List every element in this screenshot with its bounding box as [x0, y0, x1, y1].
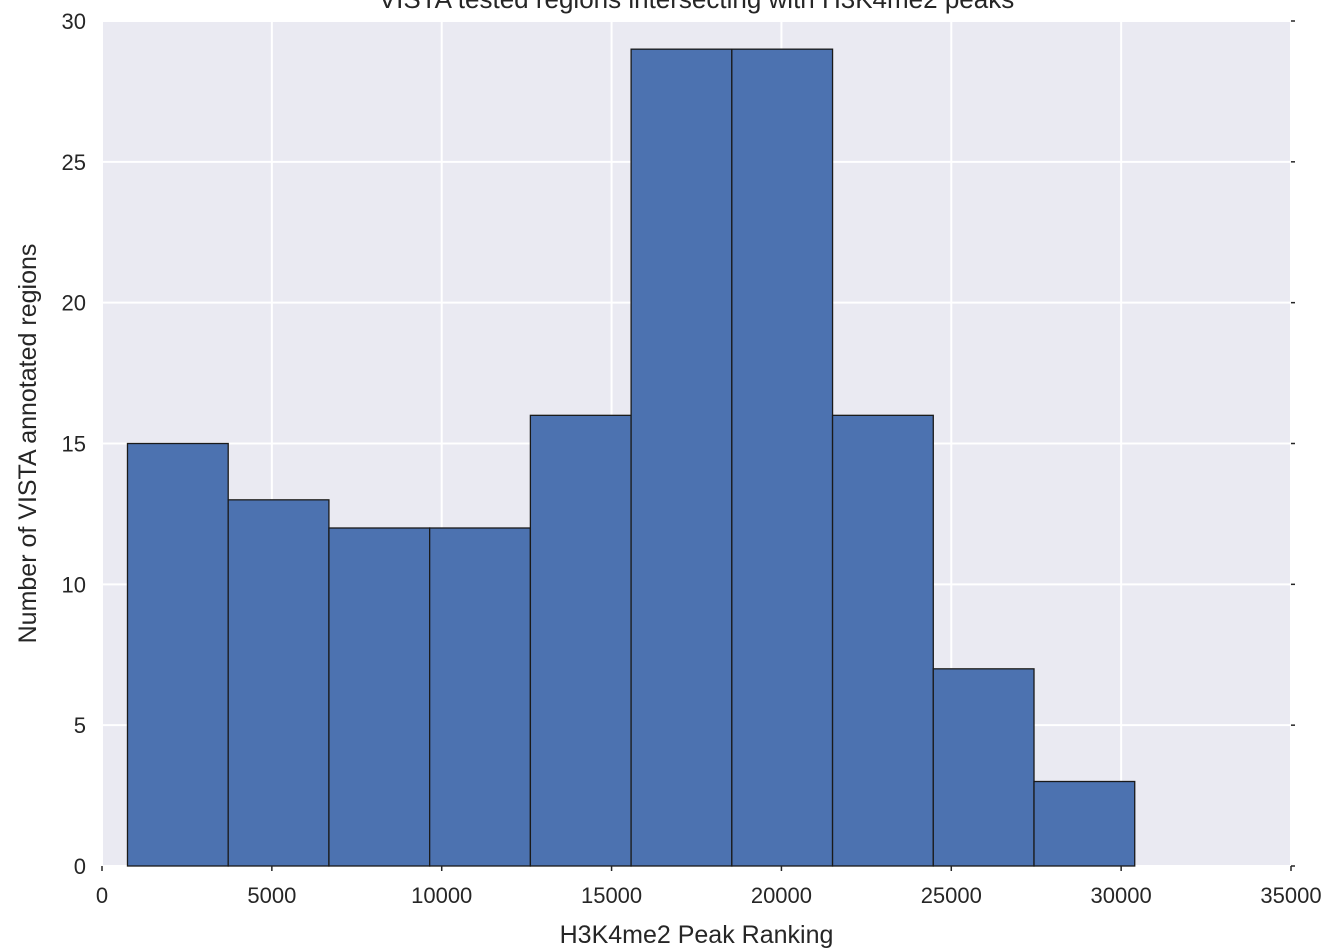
histogram-bar-5 — [529, 414, 632, 867]
histogram-bar-7 — [731, 48, 834, 867]
bars — [126, 48, 1136, 867]
y-tick-label: 5 — [74, 713, 86, 738]
histogram-bar-10 — [1033, 780, 1136, 867]
histogram-bar-9 — [932, 668, 1035, 867]
y-tick-label: 25 — [62, 150, 86, 175]
x-tick-label: 35000 — [1260, 883, 1321, 908]
x-tick-label: 30000 — [1091, 883, 1152, 908]
x-tick-label: 25000 — [921, 883, 982, 908]
y-tick-label: 10 — [62, 572, 86, 597]
tick-labels: 0 5000 10000 15000 20000 25000 30000 35000 0 5 10 1… — [62, 9, 1322, 908]
x-tick-label: 0 — [96, 883, 108, 908]
histogram-bar-6 — [630, 48, 733, 867]
y-tick-label: 15 — [62, 432, 86, 457]
y-tick-label: 30 — [62, 9, 86, 34]
histogram-bar-4 — [429, 527, 532, 867]
y-tick-label: 0 — [74, 854, 86, 879]
histogram-bar-1 — [126, 442, 229, 867]
x-axis-title: H3K4me2 Peak Ranking — [560, 921, 834, 949]
x-tick-label: 15000 — [581, 883, 642, 908]
histogram-bar-3 — [328, 527, 431, 867]
histogram-bar-2 — [227, 499, 330, 867]
y-tick-label: 20 — [62, 291, 86, 316]
histogram-bar-8 — [831, 414, 934, 867]
x-tick-label: 10000 — [411, 883, 472, 908]
x-tick-label: 5000 — [247, 883, 296, 908]
x-tick-label: 20000 — [751, 883, 812, 908]
chart-title: VISTA tested regions intersecting with H… — [379, 0, 1014, 14]
y-axis-title: Number of VISTA annotated regions — [14, 244, 42, 644]
